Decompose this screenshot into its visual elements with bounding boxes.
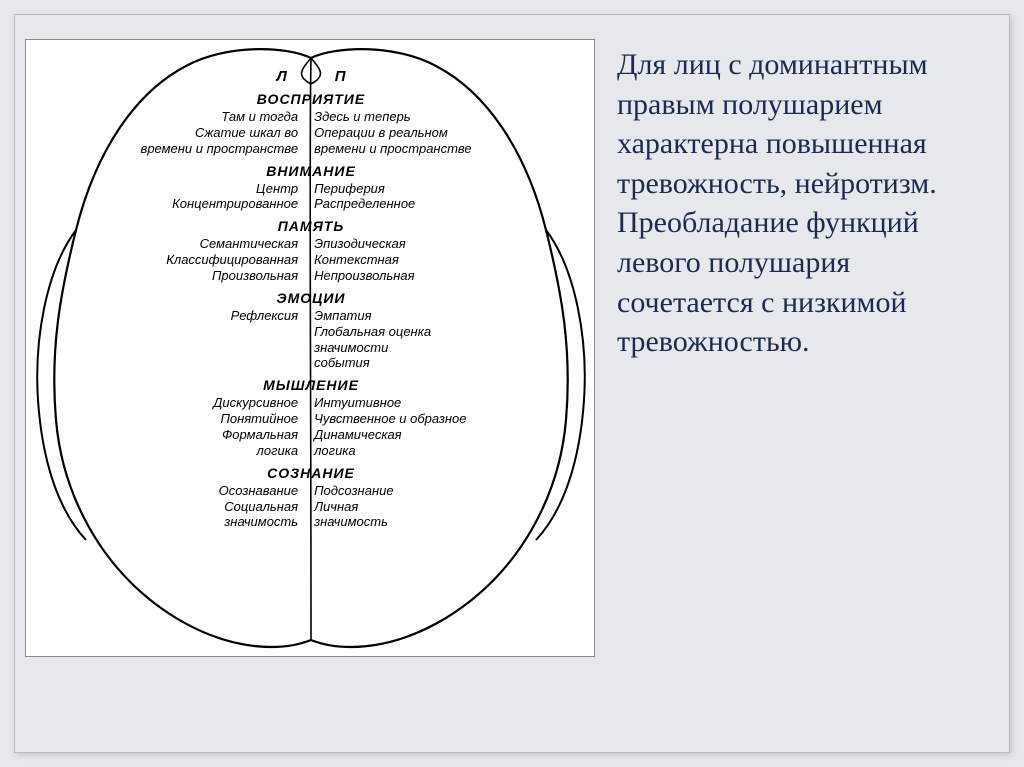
hemisphere-labels: Л П [66,68,556,85]
row-right: Непроизвольная [306,268,556,284]
row-right: Глобальная оценка [306,324,556,340]
section-row: РефлексияЭмпатия [66,308,556,324]
row-left [66,340,306,356]
row-left: времени и пространстве [66,141,306,157]
section-row: ПонятийноеЧувственное и образное [66,411,556,427]
section-row: ПроизвольнаяНепроизвольная [66,268,556,284]
section-row: КонцентрированноеРаспределенное [66,196,556,212]
brain-content: Л П ВОСПРИЯТИЕТам и тогдаЗдесь и теперьС… [66,68,556,530]
row-left [66,324,306,340]
section-row: Сжатие шкал воОперации в реальном [66,125,556,141]
row-right: Операции в реальном [306,125,556,141]
row-right: Периферия [306,181,556,197]
right-hemisphere-label: П [335,68,346,85]
section-title: ПАМЯТЬ [66,218,556,234]
row-right: Распределенное [306,196,556,212]
section-row: значимостьзначимость [66,514,556,530]
row-right: значимости [306,340,556,356]
section-row: ОсознаваниеПодсознание [66,483,556,499]
section-row: события [66,355,556,371]
row-left: Произвольная [66,268,306,284]
row-left: Классифицированная [66,252,306,268]
row-left: Центр [66,181,306,197]
section-row: ФормальнаяДинамическая [66,427,556,443]
row-left: Рефлексия [66,308,306,324]
row-right: Динамическая [306,427,556,443]
section-title: ВОСПРИЯТИЕ [66,91,556,107]
row-left: Семантическая [66,236,306,252]
slide-inner: Л П ВОСПРИЯТИЕТам и тогдаЗдесь и теперьС… [14,14,1010,753]
section-row: Там и тогдаЗдесь и теперь [66,109,556,125]
section-row: КлассифицированнаяКонтекстная [66,252,556,268]
row-left: Концентрированное [66,196,306,212]
row-left: Формальная [66,427,306,443]
row-left: Социальная [66,499,306,515]
row-right: значимость [306,514,556,530]
section-row: ЦентрПериферия [66,181,556,197]
section-title: СОЗНАНИЕ [66,465,556,481]
diagram-section: ВОСПРИЯТИЕ Там и тогдаЗдесь и теперьСжати… [66,91,556,157]
row-left: Там и тогда [66,109,306,125]
diagram-section: ЭМОЦИИ РефлексияЭмпатияГлобальная оценказ… [66,290,556,371]
row-left: Понятийное [66,411,306,427]
row-right: Личная [306,499,556,515]
section-row: Глобальная оценка [66,324,556,340]
row-left: значимость [66,514,306,530]
row-right: Чувственное и образное [306,411,556,427]
row-right: Здесь и теперь [306,109,556,125]
row-left: Сжатие шкал во [66,125,306,141]
diagram-section: ВНИМАНИЕ ЦентрПериферияКонцентрированноеР… [66,163,556,213]
row-right: времени и пространстве [306,141,556,157]
section-row: ДискурсивноеИнтуитивное [66,395,556,411]
row-right: Подсознание [306,483,556,499]
section-row: значимости [66,340,556,356]
row-left: Дискурсивное [66,395,306,411]
row-right: события [306,355,556,371]
section-row: времени и пространствевремени и простран… [66,141,556,157]
section-row: СемантическаяЭпизодическая [66,236,556,252]
row-left [66,355,306,371]
diagram-section: ПАМЯТЬ СемантическаяЭпизодическаяКлассифи… [66,218,556,284]
row-right: Контекстная [306,252,556,268]
section-row: СоциальнаяЛичная [66,499,556,515]
section-title: ЭМОЦИИ [66,290,556,306]
brain-diagram-frame: Л П ВОСПРИЯТИЕТам и тогдаЗдесь и теперьС… [25,39,595,657]
row-right: Эпизодическая [306,236,556,252]
row-right: логика [306,443,556,459]
diagram-section: МЫШЛЕНИЕ ДискурсивноеИнтуитивноеПонятийно… [66,377,556,458]
side-paragraph: Для лиц с доминантным правым полушарием … [617,45,983,362]
diagram-section: СОЗНАНИЕ ОсознаваниеПодсознаниеСоциальная… [66,465,556,531]
row-left: логика [66,443,306,459]
row-right: Интуитивное [306,395,556,411]
section-title: ВНИМАНИЕ [66,163,556,179]
section-title: МЫШЛЕНИЕ [66,377,556,393]
row-left: Осознавание [66,483,306,499]
row-right: Эмпатия [306,308,556,324]
left-hemisphere-label: Л [276,68,286,85]
section-row: логикалогика [66,443,556,459]
